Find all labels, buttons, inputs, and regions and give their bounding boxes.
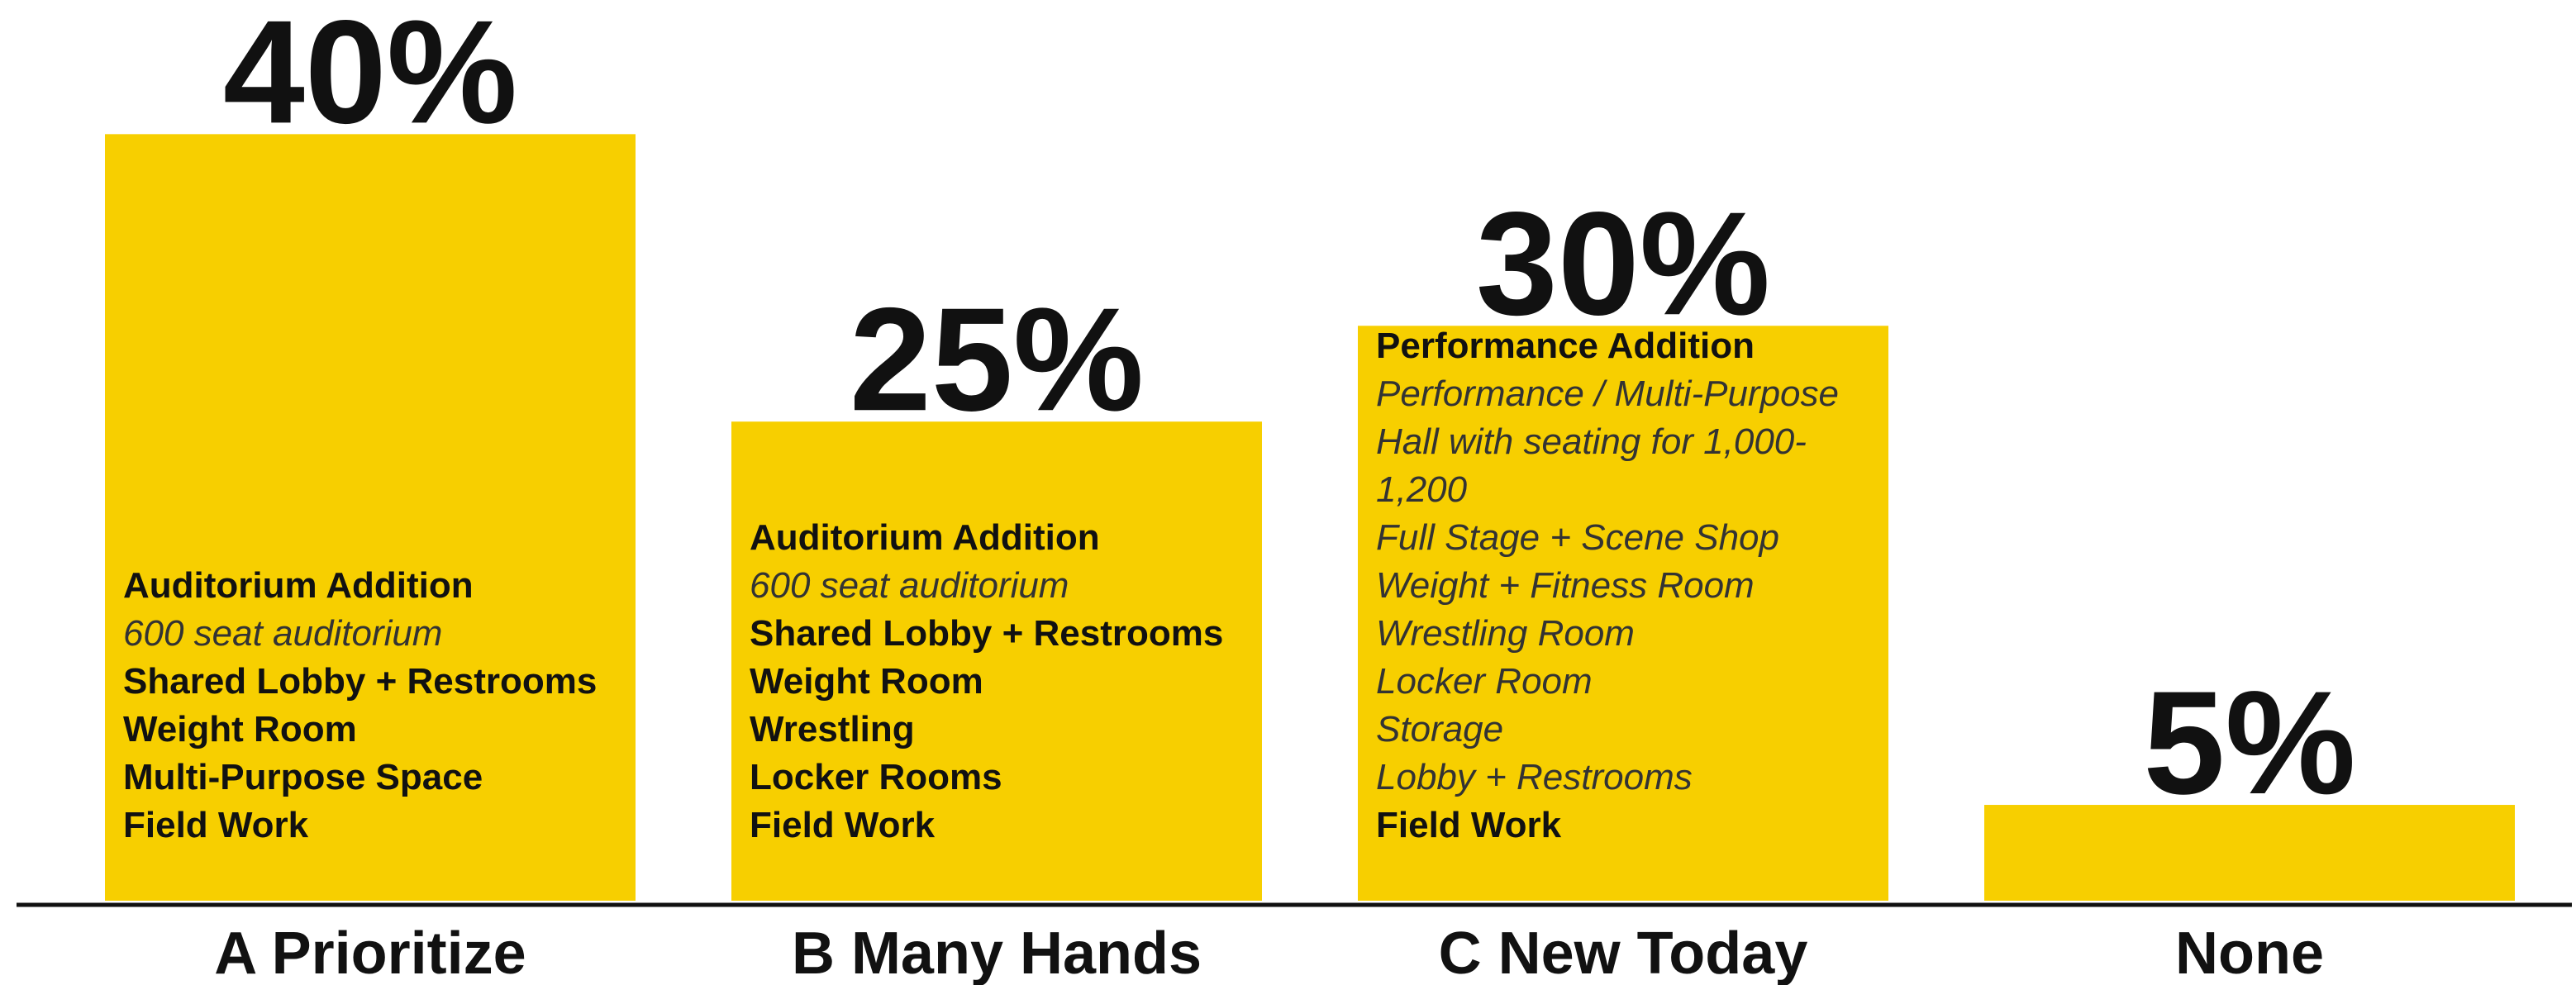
bar-note: 1,200 [1376,469,1468,510]
bar [1358,326,1888,901]
x-tick-label: None [2175,921,2324,985]
bar-note: Full Stage + Scene Shop [1376,517,1779,558]
value-label: 40% [223,0,517,154]
bar-note: Locker Rooms [750,757,1002,797]
bar-note: Shared Lobby + Restrooms [123,661,597,702]
value-label: 5% [2143,660,2355,825]
bar [731,421,1262,901]
bar-note: Weight Room [750,661,983,702]
x-tick-label: C New Today [1439,921,1808,985]
bar-note: Hall with seating for 1,000- [1376,421,1807,462]
bar-note: 600 seat auditorium [750,565,1069,606]
bar-note: Performance / Multi-Purpose [1376,374,1839,414]
x-tick-label: B Many Hands [792,921,1202,985]
bar-note: Weight + Fitness Room [1376,565,1755,606]
bar-note: Storage [1376,709,1503,749]
value-label: 25% [850,277,1144,441]
bar-note: Field Work [750,805,936,845]
bar-note: Auditorium Addition [123,565,474,606]
bar-note: Shared Lobby + Restrooms [750,613,1223,654]
x-tick-label: A Prioritize [214,921,526,985]
bar [1984,805,2515,901]
bar-note: Locker Room [1376,661,1593,702]
bar-note: 600 seat auditorium [123,613,442,654]
bar-note: Weight Room [123,709,357,749]
bar-note: Lobby + Restrooms [1376,757,1693,797]
bar-note: Field Work [1376,805,1562,845]
bar-note: Field Work [123,805,309,845]
bar [105,134,636,901]
bar-note: Multi-Purpose Space [123,757,483,797]
bar-note: Auditorium Addition [750,517,1100,558]
bar-note: Performance Addition [1376,326,1755,366]
value-label: 30% [1476,181,1770,345]
bar-note: Wrestling Room [1376,613,1635,654]
bar-note: Wrestling [750,709,915,749]
